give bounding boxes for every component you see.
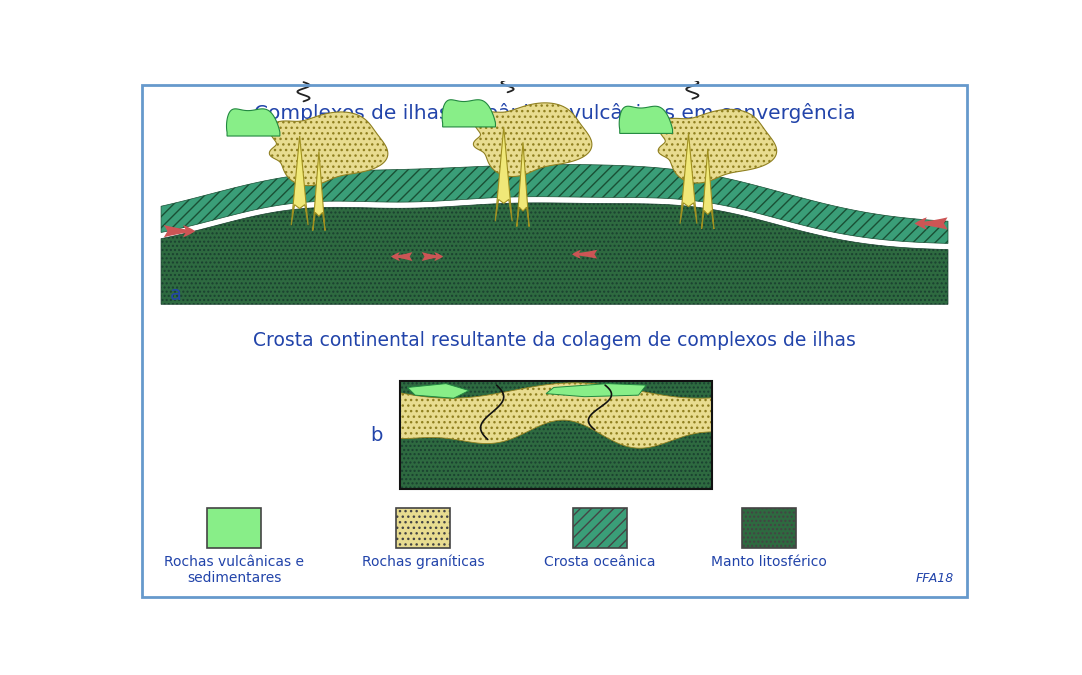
Polygon shape bbox=[291, 136, 308, 225]
Text: Crosta continental resultante da colagem de complexos de ilhas: Crosta continental resultante da colagem… bbox=[253, 331, 856, 350]
Text: Manto litosférico: Manto litosférico bbox=[712, 555, 828, 568]
Polygon shape bbox=[399, 381, 712, 489]
Text: b: b bbox=[370, 426, 383, 445]
Text: Rochas vulcânicas e
sedimentares: Rochas vulcânicas e sedimentares bbox=[164, 555, 304, 585]
Text: Complexos de ilhas  oceânicas vulcânicas em convergência: Complexos de ilhas oceânicas vulcânicas … bbox=[253, 103, 856, 123]
Text: Crosta oceânica: Crosta oceânica bbox=[544, 555, 656, 568]
Polygon shape bbox=[408, 383, 470, 398]
Bar bbox=[208, 508, 261, 548]
Polygon shape bbox=[161, 203, 948, 304]
Polygon shape bbox=[313, 151, 325, 231]
Polygon shape bbox=[443, 100, 496, 127]
Polygon shape bbox=[546, 383, 646, 397]
Polygon shape bbox=[658, 109, 777, 183]
Polygon shape bbox=[701, 148, 714, 229]
Polygon shape bbox=[496, 127, 512, 221]
Polygon shape bbox=[679, 134, 697, 223]
Polygon shape bbox=[399, 383, 712, 448]
Polygon shape bbox=[619, 106, 673, 134]
Bar bbox=[742, 508, 796, 548]
Text: FFA18: FFA18 bbox=[915, 572, 954, 585]
Text: Rochas graníticas: Rochas graníticas bbox=[361, 555, 484, 569]
Polygon shape bbox=[226, 109, 280, 136]
Bar bbox=[399, 381, 712, 489]
Bar bbox=[573, 508, 626, 548]
Polygon shape bbox=[517, 142, 529, 227]
Polygon shape bbox=[161, 165, 948, 244]
Text: a: a bbox=[170, 285, 182, 304]
Polygon shape bbox=[474, 103, 592, 177]
Polygon shape bbox=[269, 112, 387, 186]
Bar bbox=[396, 508, 450, 548]
